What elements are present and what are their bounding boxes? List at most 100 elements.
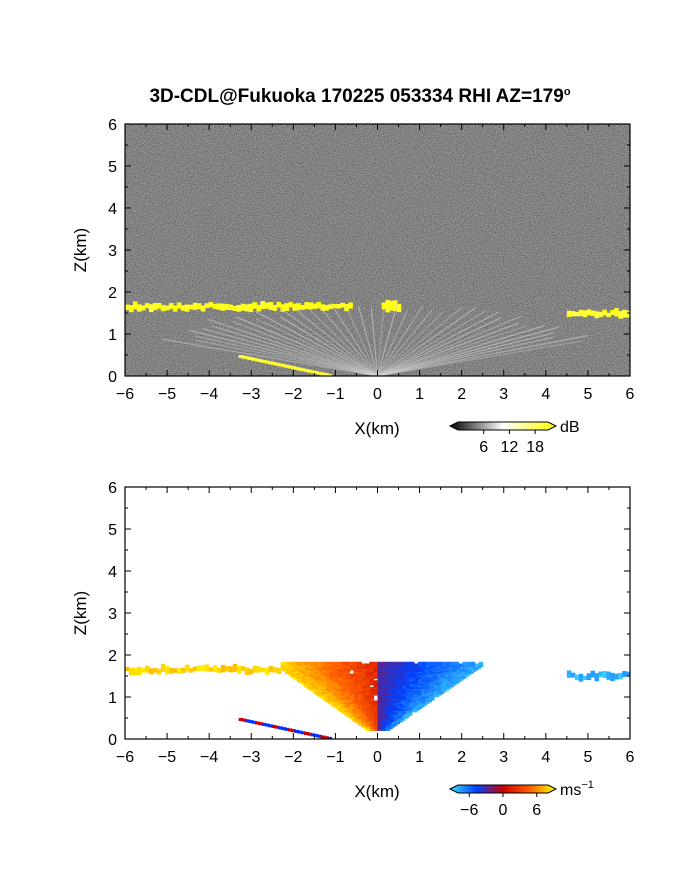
echo-cell (453, 678, 458, 683)
echo-cell (288, 661, 294, 666)
echo-cell (342, 688, 347, 693)
echo-cell (626, 671, 630, 677)
echo-cell (369, 661, 374, 666)
y-tick-label: 0 (108, 732, 117, 749)
echo-cell (188, 668, 194, 673)
echo-cell (373, 690, 378, 694)
echo-cell (470, 661, 476, 666)
x-tick-label: 6 (626, 386, 635, 403)
echo-cell (324, 305, 329, 311)
echo-cell (310, 370, 316, 374)
velocity-ylabel: Z(km) (71, 591, 90, 635)
echo-cell (389, 300, 394, 311)
echo-cell (172, 668, 178, 673)
echo-cell (248, 357, 254, 361)
echo-cell (456, 678, 462, 683)
x-tick-label: −1 (326, 386, 344, 403)
echo-cell (356, 700, 362, 705)
fan-streak (357, 305, 379, 376)
echo-cell (245, 356, 251, 360)
fan-streak (318, 305, 378, 376)
echo-cell (401, 661, 407, 666)
x-tick-label: 3 (499, 386, 508, 403)
y-tick-label: 0 (108, 369, 117, 386)
echo-cell (462, 661, 468, 666)
fan-streak (377, 325, 528, 376)
fan-streak (377, 309, 433, 376)
echo-cell (405, 700, 410, 705)
echo-cell (408, 703, 413, 708)
echo-cell (626, 310, 630, 318)
echo-cell (353, 665, 358, 669)
echo-cell (276, 301, 282, 308)
fan-streak (377, 340, 583, 376)
y-tick-label: 6 (108, 480, 117, 497)
echo-cell (304, 732, 310, 735)
echo-cell (192, 302, 198, 310)
fan-streak (329, 302, 379, 376)
echo-cell (578, 673, 584, 682)
echo-cell (610, 310, 615, 315)
echo-fan (162, 302, 589, 376)
y-tick-label: 4 (108, 564, 117, 581)
y-tick-label: 4 (108, 201, 117, 218)
echo-cell (365, 700, 370, 705)
echo-cell (478, 661, 484, 666)
echo-cell (180, 667, 186, 673)
echo-cloud-base-layer (381, 299, 402, 313)
chart-title: 3D-CDL@Fukuoka 170225 053334 RHI AZ=179o (0, 86, 680, 108)
echo-cell (602, 309, 607, 316)
x-tick-label: −2 (284, 386, 302, 403)
echo-cell (264, 667, 270, 675)
echo-cell (590, 310, 596, 317)
echo-cloud-base-layer (125, 300, 353, 313)
echo-cell (296, 661, 302, 666)
echo-cell (240, 303, 246, 311)
colorbar-tick-label: 0 (499, 802, 508, 819)
echo-cell (590, 670, 596, 678)
echo-cell (402, 685, 407, 689)
echo-cell (345, 690, 351, 694)
reflectivity-colorbar: 6 12 18 dB (448, 419, 580, 456)
echo-cell (125, 666, 130, 672)
fan-streak (279, 307, 378, 376)
echo-cell (434, 661, 439, 666)
echo-cell (148, 668, 154, 675)
echo-cell (396, 303, 402, 313)
echo-cell (308, 302, 313, 310)
echo-cell (329, 673, 335, 678)
echo-cell (284, 364, 290, 368)
echo-cell (140, 667, 146, 673)
echo-cell (228, 666, 234, 673)
echo-cell (622, 671, 627, 678)
echo-cell (614, 673, 619, 680)
echo-cell (300, 305, 306, 310)
fan-streak (207, 318, 378, 376)
echo-cell (316, 301, 321, 309)
echo-cell (238, 355, 244, 358)
echo-cell (156, 302, 162, 309)
echo-cell (357, 695, 362, 699)
echo-cell (345, 661, 350, 666)
echo-cell (341, 661, 346, 666)
echo-cell (176, 302, 182, 309)
x-tick-label: 0 (373, 749, 382, 766)
colorbar-tick-label: 6 (479, 439, 488, 456)
echo-cell (437, 675, 443, 679)
fan-streak (377, 336, 553, 376)
fan-streak (377, 309, 487, 376)
echo-cell (204, 664, 210, 672)
echo-cell (430, 661, 435, 666)
echo-cell (300, 661, 306, 666)
echo-cell (224, 666, 230, 672)
fan-streak (377, 332, 555, 376)
reflectivity-noise (125, 124, 630, 376)
echo-cell (602, 671, 607, 679)
echo-cell (327, 736, 332, 739)
echo-cell (385, 299, 390, 313)
echo-cell (373, 705, 378, 710)
echo-cell (184, 664, 190, 672)
echo-cell (308, 661, 314, 666)
echo-cell (365, 671, 370, 676)
echo-approaching-region (377, 661, 484, 731)
